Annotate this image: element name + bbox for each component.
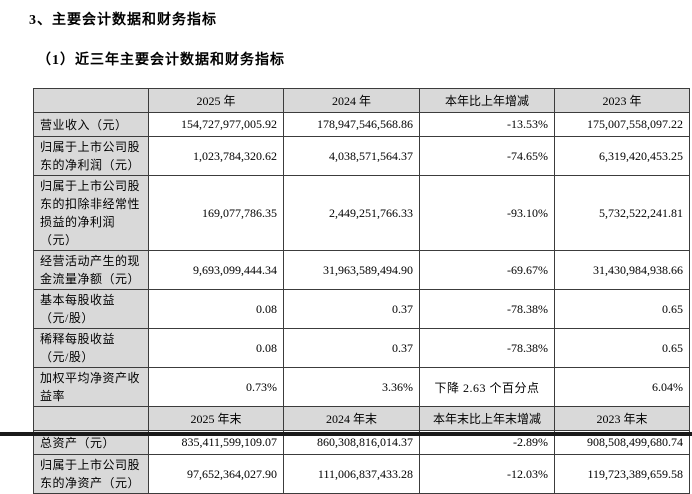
col-header-2025: 2025 年 [148,88,284,113]
col-header-2023-end: 2023 年末 [554,406,690,431]
row-label: 经营活动产生的现金流量净额（元） [33,250,149,290]
cell-change: -93.10% [419,175,555,251]
cell-2023: 5,732,522,241.81 [554,175,690,251]
page-cut-divider [0,432,692,436]
cell-2023: 175,007,558,097.22 [554,112,690,137]
col-header-2024: 2024 年 [283,88,420,113]
cell-2024: 178,947,546,568.86 [283,112,420,137]
row-label: 加权平均净资产收益率 [33,367,149,407]
cell-change: -12.03% [419,454,555,494]
row-label: 归属于上市公司股东的扣除非经常性损益的净利润（元） [33,175,149,251]
row-label: 稀释每股收益（元/股） [33,328,149,368]
table-row: 经营活动产生的现金流量净额（元） 9,693,099,444.34 31,963… [33,250,690,290]
row-label: 归属于上市公司股东的净资产（元） [33,454,149,494]
cell-change: 下降 2.63 个百分点 [419,367,555,407]
cell-2024: 3.36% [283,367,420,407]
row-label: 营业收入（元） [33,112,149,137]
col-header-2023: 2023 年 [554,88,690,113]
cell-2025: 0.08 [148,328,284,368]
table-row: 稀释每股收益（元/股） 0.08 0.37 -78.38% 0.65 [33,328,690,368]
subsection-title: （1）近三年主要会计数据和财务指标 [37,53,285,68]
table-row: 归属于上市公司股东的净资产（元） 97,652,364,027.90 111,0… [33,454,690,494]
cell-2023: 0.65 [554,328,690,368]
cell-2023: 31,430,984,938.66 [554,250,690,290]
cell-2025: 1,023,784,320.62 [148,136,284,176]
cell-2025: 0.08 [148,289,284,329]
cell-change: -13.53% [419,112,555,137]
cell-2024: 31,963,589,494.90 [283,250,420,290]
cell-2024: 0.37 [283,328,420,368]
cell-2023: 0.65 [554,289,690,329]
cell-2023: 6,319,420,453.25 [554,136,690,176]
col-header-change-end: 本年末比上年末增减 [419,406,555,431]
cell-2024: 4,038,571,564.37 [283,136,420,176]
table-row: 归属于上市公司股东的净利润（元） 1,023,784,320.62 4,038,… [33,136,690,176]
section-title: 3、主要会计数据和财务指标 [29,13,217,28]
col-header-change: 本年比上年增减 [419,88,555,113]
row-label: 归属于上市公司股东的净利润（元） [33,136,149,176]
cell-2023: 6.04% [554,367,690,407]
row-label: 基本每股收益（元/股） [33,289,149,329]
cell-2024: 111,006,837,433.28 [283,454,420,494]
corner-cell [33,406,149,431]
cell-2025: 0.73% [148,367,284,407]
cell-2025: 97,652,364,027.90 [148,454,284,494]
cell-2023: 119,723,389,659.58 [554,454,690,494]
cell-2025: 154,727,977,005.92 [148,112,284,137]
table-row: 基本每股收益（元/股） 0.08 0.37 -78.38% 0.65 [33,289,690,329]
cell-change: -69.67% [419,250,555,290]
table-row: 营业收入（元） 154,727,977,005.92 178,947,546,5… [33,112,690,137]
cell-2025: 9,693,099,444.34 [148,250,284,290]
table-row: 加权平均净资产收益率 0.73% 3.36% 下降 2.63 个百分点 6.04… [33,367,690,407]
col-header-2025-end: 2025 年末 [148,406,284,431]
cell-2024: 2,449,251,766.33 [283,175,420,251]
cell-change: -74.65% [419,136,555,176]
cell-change: -78.38% [419,328,555,368]
table-header-row-annual: 2025 年 2024 年 本年比上年增减 2023 年 [33,88,690,113]
table-row: 归属于上市公司股东的扣除非经常性损益的净利润（元） 169,077,786.35… [33,175,690,251]
table-header-row-year-end: 2025 年末 2024 年末 本年末比上年末增减 2023 年末 [33,406,690,431]
corner-cell [33,88,149,113]
col-header-2024-end: 2024 年末 [283,406,420,431]
cell-2025: 169,077,786.35 [148,175,284,251]
cell-change: -78.38% [419,289,555,329]
cell-2024: 0.37 [283,289,420,329]
